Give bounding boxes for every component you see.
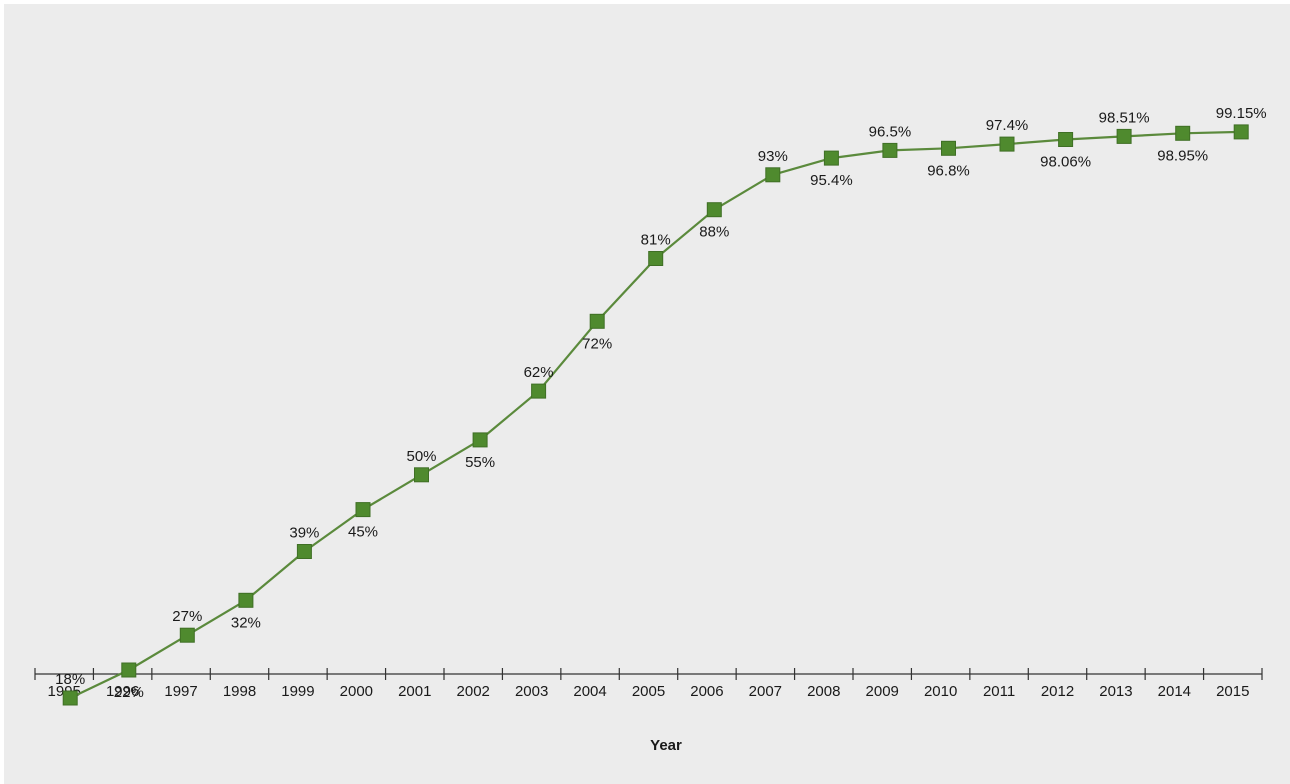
data-label-2011: 97.4%: [986, 117, 1029, 134]
data-label-2001: 50%: [406, 448, 436, 465]
data-point-1995: [62, 690, 78, 706]
label-layer: 18% 22% 27% 32% 39% 45% 50% 55% 62% 72% 81% 88% 93% 9…: [55, 105, 1266, 701]
data-label-1998: 32%: [231, 614, 261, 631]
x-tick-label-2011: 2011: [983, 683, 1015, 700]
x-axis-title: Year: [650, 737, 682, 754]
data-label-1999: 39%: [289, 525, 319, 542]
data-label-2006: 88%: [699, 224, 729, 241]
data-label-2014: 98.95%: [1157, 147, 1208, 164]
data-label-2012: 98.06%: [1040, 154, 1091, 171]
x-tick-label-2010: 2010: [924, 683, 957, 700]
data-point-2015: [1233, 124, 1249, 140]
chart-panel: [4, 4, 1290, 784]
x-axis: 1995199619971998199920002001200220032004…: [34, 668, 1263, 700]
x-tick-label-1999: 1999: [281, 683, 314, 700]
x-tick-label-2007: 2007: [749, 683, 782, 700]
data-point-2009: [882, 142, 898, 158]
data-point-1999: [296, 544, 312, 559]
x-tick-label-2008: 2008: [807, 683, 840, 700]
data-point-2004: [589, 313, 605, 329]
data-label-2002: 55%: [465, 454, 495, 471]
data-point-2006: [706, 202, 722, 218]
data-label-1995: 18%: [55, 671, 85, 688]
x-tick-label-2009: 2009: [866, 683, 899, 700]
data-label-2005: 81%: [641, 232, 671, 249]
data-label-2003: 62%: [524, 364, 554, 381]
x-tick-label-1997: 1997: [164, 683, 197, 700]
x-tick-label-2012: 2012: [1041, 683, 1074, 700]
x-tick-label-2005: 2005: [632, 683, 665, 700]
data-point-2010: [941, 140, 956, 156]
data-label-2009: 96.5%: [869, 123, 912, 140]
x-tick-label-2006: 2006: [690, 683, 723, 700]
data-label-2007: 93%: [758, 148, 788, 165]
data-point-2012: [1058, 132, 1074, 147]
data-point-1998: [238, 592, 254, 608]
data-label-2010: 96.8%: [927, 162, 970, 179]
data-point-2011: [999, 136, 1015, 152]
data-point-2007: [765, 167, 781, 183]
data-label-2004: 72%: [582, 335, 612, 352]
data-point-2002: [472, 432, 488, 448]
data-label-2013: 98.51%: [1099, 109, 1150, 126]
data-point-2014: [1175, 125, 1191, 141]
data-point-1997: [179, 627, 195, 643]
data-label-2000: 45%: [348, 524, 378, 541]
data-point-2000: [355, 502, 371, 518]
x-tick-label-2003: 2003: [515, 683, 548, 700]
x-tick-label-2002: 2002: [457, 683, 490, 700]
data-point-2003: [531, 383, 547, 399]
x-tick-label-1998: 1998: [223, 683, 256, 700]
series-layer: [62, 124, 1249, 706]
x-tick-label-2001: 2001: [398, 683, 431, 700]
x-tick-label-2013: 2013: [1099, 683, 1132, 700]
data-label-2015: 99.15%: [1216, 105, 1267, 122]
data-point-2001: [414, 467, 429, 483]
data-point-2013: [1116, 128, 1132, 144]
data-label-1996: 22%: [114, 684, 144, 701]
x-tick-label-2015: 2015: [1216, 683, 1249, 700]
x-tick-label-1996: 1996: [106, 683, 139, 700]
x-tick-label-2014: 2014: [1158, 683, 1191, 700]
data-point-2005: [648, 251, 664, 266]
data-point-2008: [823, 150, 839, 166]
data-label-2008: 95.4%: [810, 172, 853, 189]
series-line: [69, 130, 1242, 699]
x-tick-label-2000: 2000: [340, 683, 373, 700]
data-point-1996: [121, 662, 137, 678]
data-label-1997: 27%: [172, 608, 202, 625]
x-tick-label-2004: 2004: [573, 683, 606, 700]
